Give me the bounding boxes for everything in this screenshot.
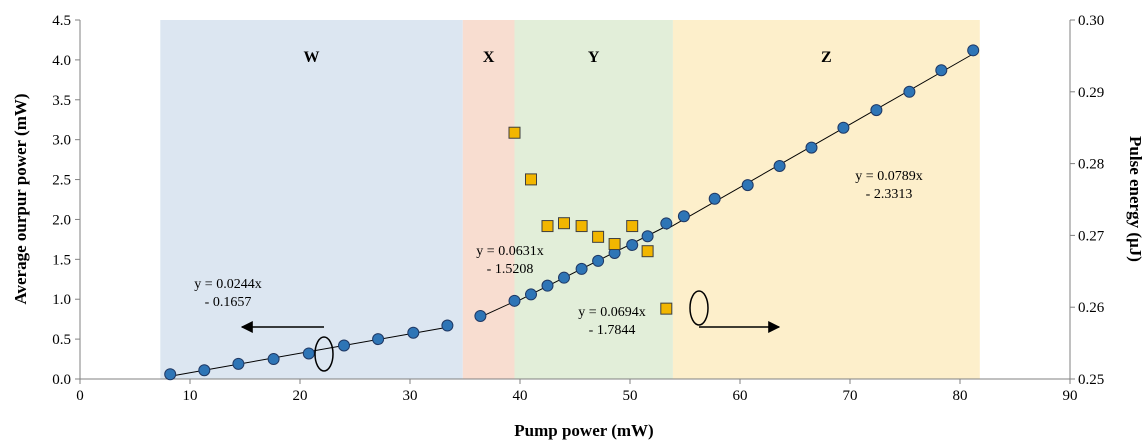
fit-equation-4-line2: - 2.3313 — [866, 187, 913, 202]
power-point — [525, 288, 537, 301]
power-point — [708, 192, 721, 205]
power-point — [805, 141, 818, 154]
y-tick-label: 3.0 — [52, 133, 71, 149]
fit-equation-3-line2: - 1.7844 — [589, 323, 636, 338]
power-point — [164, 368, 177, 381]
power-point — [626, 238, 639, 251]
power-point — [508, 294, 521, 307]
power-point — [741, 179, 754, 192]
power-point — [302, 347, 315, 360]
x-tick-label: 30 — [403, 388, 418, 404]
power-point — [407, 326, 420, 339]
energy-point — [575, 220, 588, 233]
x-tick-label: 40 — [513, 388, 528, 404]
y2-tick-label: 0.29 — [1078, 85, 1104, 101]
power-point — [474, 309, 487, 322]
power-point — [773, 159, 786, 172]
power-point — [903, 85, 916, 98]
y-tick-label: 1.5 — [52, 252, 71, 268]
data-markers — [164, 44, 980, 381]
x-tick-label: 20 — [293, 388, 308, 404]
left-axis-indicator-loop — [314, 336, 334, 372]
right-axis-indicator-loop — [689, 290, 709, 326]
region-label-w: W — [304, 49, 320, 66]
x-tick-label: 10 — [183, 388, 198, 404]
y-tick-label: 2.5 — [52, 173, 71, 189]
fit-equation-3-line1: y = 0.0694x — [578, 305, 645, 320]
y-tick-label: 1.0 — [52, 292, 71, 308]
annotations: y = 0.0244x - 0.1657 y = 0.0631x - 1.5208 y … — [194, 169, 923, 372]
power-point — [441, 319, 454, 332]
fit-equation-2-line1: y = 0.0631x — [476, 244, 543, 259]
region-x — [462, 20, 515, 379]
power-point — [198, 364, 211, 377]
y2-tick-label: 0.30 — [1078, 13, 1104, 29]
energy-point — [541, 220, 554, 233]
y2-axis-title: Pulse energy (µJ) — [1126, 136, 1145, 262]
region-label-y: Y — [588, 49, 600, 66]
power-point — [837, 121, 850, 134]
power-point — [641, 230, 654, 243]
region-w — [160, 20, 463, 379]
y-tick-label: 2.0 — [52, 212, 71, 228]
x-axis-title: Pump power (mW) — [514, 421, 653, 440]
shaded-regions: W X Y Z — [160, 20, 980, 379]
energy-point — [626, 220, 639, 233]
fit-equation-1-line2: - 0.1657 — [205, 295, 252, 310]
power-point — [338, 339, 350, 352]
x-tick-label: 80 — [953, 388, 968, 404]
plot-frame — [79, 20, 1071, 380]
energy-point — [592, 230, 605, 243]
power-point — [232, 357, 245, 370]
power-point — [558, 271, 570, 284]
power-point — [935, 64, 948, 77]
fit-line-3 — [514, 225, 667, 304]
power-point — [660, 217, 673, 230]
y-tick-label: 0.0 — [52, 372, 71, 388]
x-tick-label: 90 — [1063, 388, 1078, 404]
energy-point — [660, 302, 673, 315]
power-point — [967, 44, 980, 57]
power-point — [870, 104, 883, 117]
region-label-z: Z — [821, 49, 832, 66]
x-tick-label: 50 — [623, 388, 638, 404]
energy-point — [608, 238, 621, 251]
y-axis-title: Average ourpur power (mW) — [11, 93, 30, 304]
y-tick-label: 0.5 — [52, 332, 71, 348]
region-y — [514, 20, 673, 379]
power-point — [677, 210, 690, 223]
power-point — [592, 254, 605, 267]
energy-point — [641, 245, 654, 258]
y-tick-label: 4.0 — [52, 53, 71, 69]
energy-point — [558, 217, 570, 230]
y2-tick-label: 0.26 — [1078, 300, 1105, 316]
power-point — [541, 279, 554, 292]
power-point — [267, 353, 280, 366]
y2-tick-label: 0.25 — [1078, 372, 1104, 388]
power-point — [575, 262, 588, 275]
x-tick-label: 0 — [76, 388, 84, 404]
energy-point — [508, 126, 521, 139]
fit-equation-2-line2: - 1.5208 — [487, 262, 534, 277]
tick-labels: 0 10 20 30 40 50 60 70 80 90 0.0 0.5 1.0 1.5 2.0 2.5 3.0… — [52, 13, 1105, 404]
y2-tick-label: 0.28 — [1078, 157, 1104, 173]
power-point — [372, 333, 385, 346]
x-tick-label: 70 — [843, 388, 858, 404]
y-tick-label: 4.5 — [52, 13, 71, 29]
energy-point — [525, 173, 537, 186]
fit-equation-1-line1: y = 0.0244x — [194, 277, 261, 292]
y-tick-label: 3.5 — [52, 93, 71, 109]
fit-equation-4-line1: y = 0.0789x — [855, 169, 922, 184]
y2-tick-label: 0.27 — [1078, 228, 1105, 244]
region-label-x: X — [483, 49, 495, 66]
x-tick-label: 60 — [733, 388, 748, 404]
